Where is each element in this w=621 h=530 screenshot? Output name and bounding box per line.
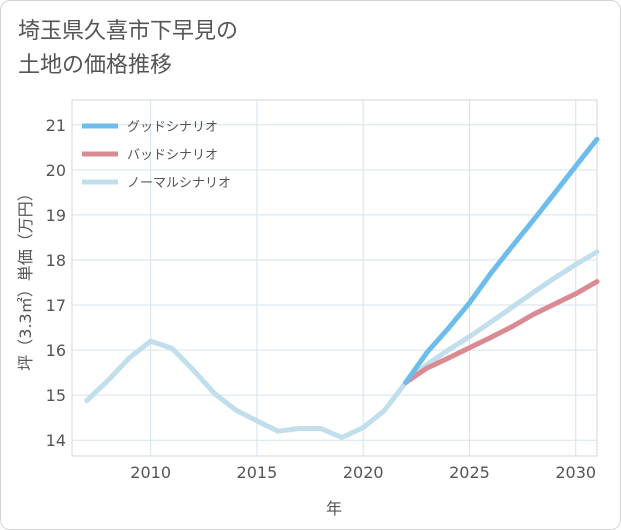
legend-label: グッドシナリオ xyxy=(127,120,218,135)
chart-title-line-2: 土地の価格推移 xyxy=(18,53,173,78)
plot-area xyxy=(71,99,598,457)
y-tick-label: 19 xyxy=(46,206,66,225)
x-tick-label: 2030 xyxy=(555,463,596,482)
y-tick-label: 17 xyxy=(46,296,66,315)
x-tick-label: 2020 xyxy=(343,463,384,482)
x-tick-label: 2010 xyxy=(130,463,171,482)
grid-lines xyxy=(72,100,597,456)
series-line-バッドシナリオ xyxy=(403,279,600,385)
series-lines xyxy=(84,136,600,440)
y-tick-label: 18 xyxy=(46,251,66,270)
legend-label: バッドシナリオ xyxy=(127,148,218,163)
x-tick-label: 2025 xyxy=(449,463,490,482)
y-tick-label: 14 xyxy=(46,431,66,450)
chart-title-line-1: 埼玉県久喜市下早見の xyxy=(18,19,239,44)
y-tick-label: 15 xyxy=(46,386,66,405)
series-line-history xyxy=(84,338,409,440)
chart-title: 埼玉県久喜市下早見の 土地の価格推移 xyxy=(18,15,238,83)
series-line-グッドシナリオ xyxy=(403,136,600,385)
y-tick-label: 20 xyxy=(46,161,66,180)
y-tick-label: 21 xyxy=(46,116,66,135)
x-tick-label: 2015 xyxy=(237,463,278,482)
x-axis-label: 年 xyxy=(326,499,342,518)
y-tick-label: 16 xyxy=(46,341,66,360)
series-line-ノーマルシナリオ xyxy=(403,249,600,385)
tick-labels: 2010 2015 2020 2025 2030 14 15 16 17 18 19 20 21 xyxy=(46,116,596,482)
y-axis-label: 坪（3.3㎡）単価（万円） xyxy=(16,185,35,370)
legend-label: ノーマルシナリオ xyxy=(127,176,231,191)
